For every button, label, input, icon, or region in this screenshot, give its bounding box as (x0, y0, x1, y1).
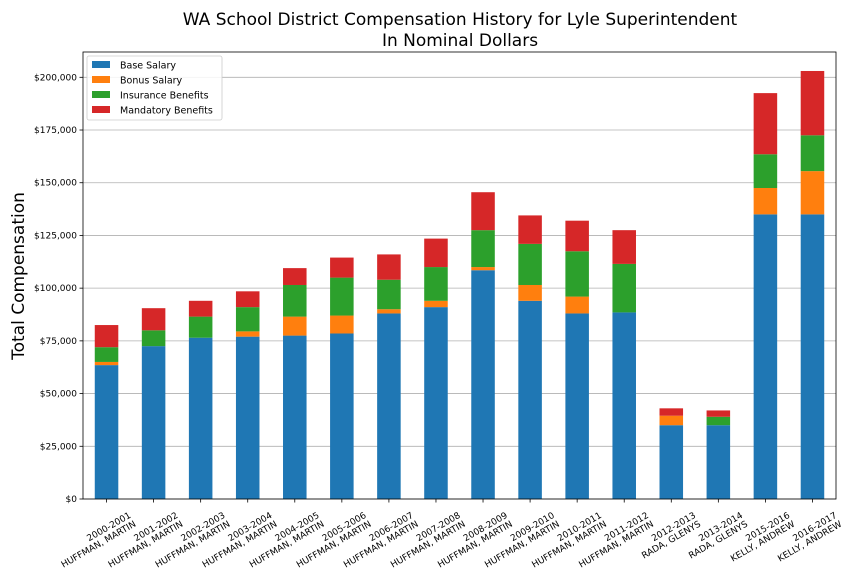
bar-segment (753, 214, 778, 500)
y-tick-label: $25,000 (40, 442, 77, 452)
bar-segment (659, 425, 684, 499)
legend-label: Base Salary (120, 61, 176, 72)
bar-segment (565, 313, 589, 499)
bar-segment (753, 154, 778, 188)
bar-segment (706, 416, 731, 426)
y-tick-label: $150,000 (34, 179, 77, 189)
bar-segment (612, 263, 636, 313)
bar-segment (283, 268, 307, 285)
bar-segment (424, 300, 448, 308)
x-tick-labels: 2000-2001HUFFMAN, MARTIN2001-2002HUFFMAN… (60, 499, 844, 571)
axes (82, 51, 837, 500)
bar-segment (94, 325, 119, 348)
bar-segment (471, 230, 495, 268)
bar-segment (565, 296, 589, 314)
chart-subtitle: In Nominal Dollars (382, 31, 538, 51)
bar-segment (330, 277, 354, 316)
legend-box (86, 55, 223, 121)
bar-segment (518, 215, 542, 244)
bar-segment (235, 336, 260, 499)
bar-segment (377, 313, 401, 499)
bar-segment (141, 330, 166, 347)
bar-segment (565, 251, 589, 297)
bar-segment (188, 316, 213, 338)
bar-segment (471, 192, 495, 231)
legend-label: Bonus Salary (120, 76, 183, 87)
bar-segment (377, 309, 401, 314)
plot-frame (82, 51, 837, 500)
bar-segment (612, 230, 636, 264)
bar-segment (94, 361, 119, 366)
bar-segment (330, 333, 354, 499)
y-tick-label: $125,000 (34, 231, 77, 241)
legend-swatch (92, 91, 110, 98)
bar-segment (283, 284, 307, 317)
bar-segment (800, 214, 825, 500)
bar-segment (283, 316, 307, 336)
chart-title: WA School District Compensation History … (183, 10, 738, 30)
bar-segment (753, 187, 778, 215)
y-tick-label: $0 (66, 495, 78, 505)
bar-segment (424, 267, 448, 301)
bar-segment (141, 346, 166, 499)
y-tick-label: $100,000 (34, 284, 77, 294)
bar-segment (659, 415, 684, 426)
legend-swatch (92, 76, 110, 83)
bar-segment (659, 408, 684, 416)
bar-segment (424, 307, 448, 499)
bar-segment (565, 220, 589, 252)
y-axis-label: Total Compensation (9, 192, 29, 361)
legend: Base Salary Bonus Salary Insurance Benefit… (86, 55, 223, 121)
bar-segment (800, 171, 825, 215)
legend-swatch (92, 106, 110, 113)
bar-segment (518, 243, 542, 285)
bar-segment (188, 337, 213, 499)
bar-segment (188, 300, 213, 317)
bar-segment (800, 70, 825, 136)
bar-segment (706, 410, 731, 417)
bar-segment (235, 331, 260, 337)
bar-segment (377, 254, 401, 280)
legend-label: Mandatory Benefits (120, 106, 213, 117)
bars (94, 70, 825, 500)
y-tick-label: $50,000 (40, 390, 77, 400)
y-tick-label: $75,000 (40, 337, 77, 347)
bar-segment (518, 300, 542, 499)
bar-segment (283, 335, 307, 499)
bar-segment (753, 93, 778, 155)
legend-swatch (92, 61, 110, 68)
bar-segment (471, 267, 495, 271)
bar-segment (518, 284, 542, 301)
bar-segment (471, 270, 495, 499)
y-tick-label: $200,000 (34, 73, 77, 83)
y-tick-labels: $0 $25,000 $50,000 $75,000 $100,000 $125,000 $… (34, 73, 83, 505)
bar-segment (706, 425, 731, 499)
bar-segment (94, 365, 119, 499)
bar-segment (141, 308, 166, 331)
bar-segment (800, 135, 825, 172)
bar-segment (235, 291, 260, 308)
bar-segment (330, 315, 354, 334)
bar-segment (94, 347, 119, 362)
y-tick-label: $175,000 (34, 126, 77, 136)
bar-segment (235, 307, 260, 332)
legend-label: Insurance Benefits (120, 91, 209, 102)
bar-segment (612, 312, 636, 499)
bar-segment (377, 279, 401, 310)
bar-segment (424, 238, 448, 268)
bar-segment (330, 257, 354, 278)
